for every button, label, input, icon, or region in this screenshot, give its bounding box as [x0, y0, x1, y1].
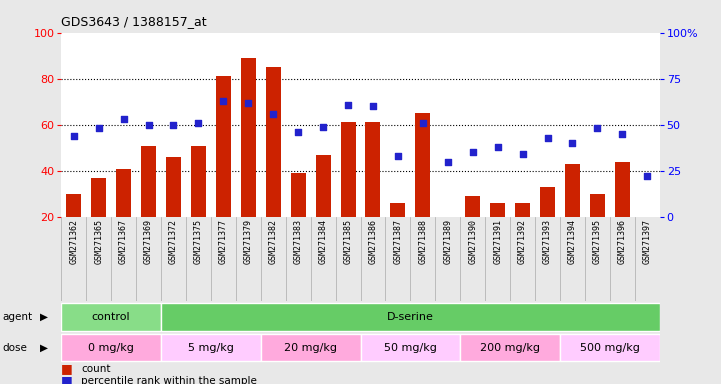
- Text: count: count: [81, 364, 111, 374]
- Text: ■: ■: [61, 374, 73, 384]
- Text: 200 mg/kg: 200 mg/kg: [480, 343, 540, 353]
- Bar: [366, 122, 381, 263]
- Bar: [316, 155, 330, 263]
- Bar: [465, 196, 480, 263]
- Text: 5 mg/kg: 5 mg/kg: [188, 343, 234, 353]
- Bar: [590, 194, 605, 263]
- Text: ▶: ▶: [40, 312, 48, 322]
- Point: [616, 131, 628, 137]
- Text: GDS3643 / 1388157_at: GDS3643 / 1388157_at: [61, 15, 207, 28]
- Text: ■: ■: [61, 362, 73, 375]
- Point: [417, 120, 428, 126]
- Bar: [191, 146, 206, 263]
- Text: control: control: [92, 312, 131, 322]
- Point: [567, 140, 578, 146]
- Text: GSM271379: GSM271379: [244, 220, 253, 265]
- Point: [193, 120, 204, 126]
- Bar: [141, 146, 156, 263]
- Text: agent: agent: [2, 312, 32, 322]
- Text: GSM271367: GSM271367: [119, 220, 128, 265]
- Bar: [161, 334, 261, 361]
- Point: [68, 133, 79, 139]
- Text: GSM271387: GSM271387: [394, 220, 402, 265]
- Point: [118, 116, 129, 122]
- Bar: [490, 203, 505, 263]
- Point: [143, 122, 154, 128]
- Point: [93, 126, 105, 132]
- Text: 20 mg/kg: 20 mg/kg: [284, 343, 337, 353]
- Bar: [266, 67, 280, 263]
- Point: [242, 99, 254, 106]
- Bar: [515, 203, 530, 263]
- Text: GSM271394: GSM271394: [568, 220, 577, 265]
- Text: 0 mg/kg: 0 mg/kg: [88, 343, 134, 353]
- Text: GSM271392: GSM271392: [518, 220, 527, 265]
- Bar: [460, 334, 560, 361]
- Bar: [166, 157, 181, 263]
- Bar: [441, 231, 455, 263]
- Point: [492, 144, 503, 150]
- Point: [267, 111, 279, 117]
- Text: ▶: ▶: [40, 343, 48, 353]
- Bar: [116, 169, 131, 263]
- Point: [367, 103, 379, 109]
- Text: 500 mg/kg: 500 mg/kg: [580, 343, 640, 353]
- Bar: [216, 76, 231, 263]
- Text: GSM271375: GSM271375: [194, 220, 203, 265]
- Text: GSM271393: GSM271393: [543, 220, 552, 265]
- Bar: [61, 334, 161, 361]
- Point: [317, 124, 329, 130]
- Bar: [540, 187, 555, 263]
- Text: GSM271391: GSM271391: [493, 220, 502, 265]
- Text: GSM271388: GSM271388: [418, 220, 428, 265]
- Text: GSM271390: GSM271390: [468, 220, 477, 265]
- Bar: [415, 113, 430, 263]
- Bar: [61, 303, 161, 331]
- Bar: [615, 162, 630, 263]
- Point: [541, 135, 553, 141]
- Text: GSM271365: GSM271365: [94, 220, 103, 265]
- Bar: [560, 334, 660, 361]
- Text: GSM271396: GSM271396: [618, 220, 627, 265]
- Text: 50 mg/kg: 50 mg/kg: [384, 343, 437, 353]
- Bar: [565, 164, 580, 263]
- Text: D-serine: D-serine: [387, 312, 434, 322]
- Point: [392, 153, 404, 159]
- Bar: [241, 58, 256, 263]
- Text: GSM271369: GSM271369: [144, 220, 153, 265]
- Bar: [261, 334, 360, 361]
- Bar: [91, 178, 106, 263]
- Point: [442, 159, 454, 165]
- Text: GSM271395: GSM271395: [593, 220, 602, 265]
- Point: [168, 122, 180, 128]
- Point: [293, 129, 304, 135]
- Point: [517, 151, 528, 157]
- Bar: [340, 122, 355, 263]
- Bar: [291, 173, 306, 263]
- Point: [342, 101, 354, 108]
- Text: GSM271377: GSM271377: [219, 220, 228, 265]
- Bar: [360, 334, 460, 361]
- Text: GSM271386: GSM271386: [368, 220, 378, 265]
- Text: GSM271362: GSM271362: [69, 220, 79, 265]
- Bar: [391, 203, 405, 263]
- Text: dose: dose: [2, 343, 27, 353]
- Text: GSM271383: GSM271383: [293, 220, 303, 265]
- Point: [642, 173, 653, 179]
- Text: percentile rank within the sample: percentile rank within the sample: [81, 376, 257, 384]
- Point: [592, 126, 603, 132]
- Bar: [161, 303, 660, 331]
- Point: [218, 98, 229, 104]
- Text: GSM271372: GSM271372: [169, 220, 178, 265]
- Text: GSM271384: GSM271384: [319, 220, 327, 265]
- Text: GSM271385: GSM271385: [343, 220, 353, 265]
- Text: GSM271389: GSM271389: [443, 220, 452, 265]
- Text: GSM271382: GSM271382: [269, 220, 278, 265]
- Text: GSM271397: GSM271397: [642, 220, 652, 265]
- Bar: [640, 258, 655, 263]
- Bar: [66, 194, 81, 263]
- Point: [467, 149, 479, 156]
